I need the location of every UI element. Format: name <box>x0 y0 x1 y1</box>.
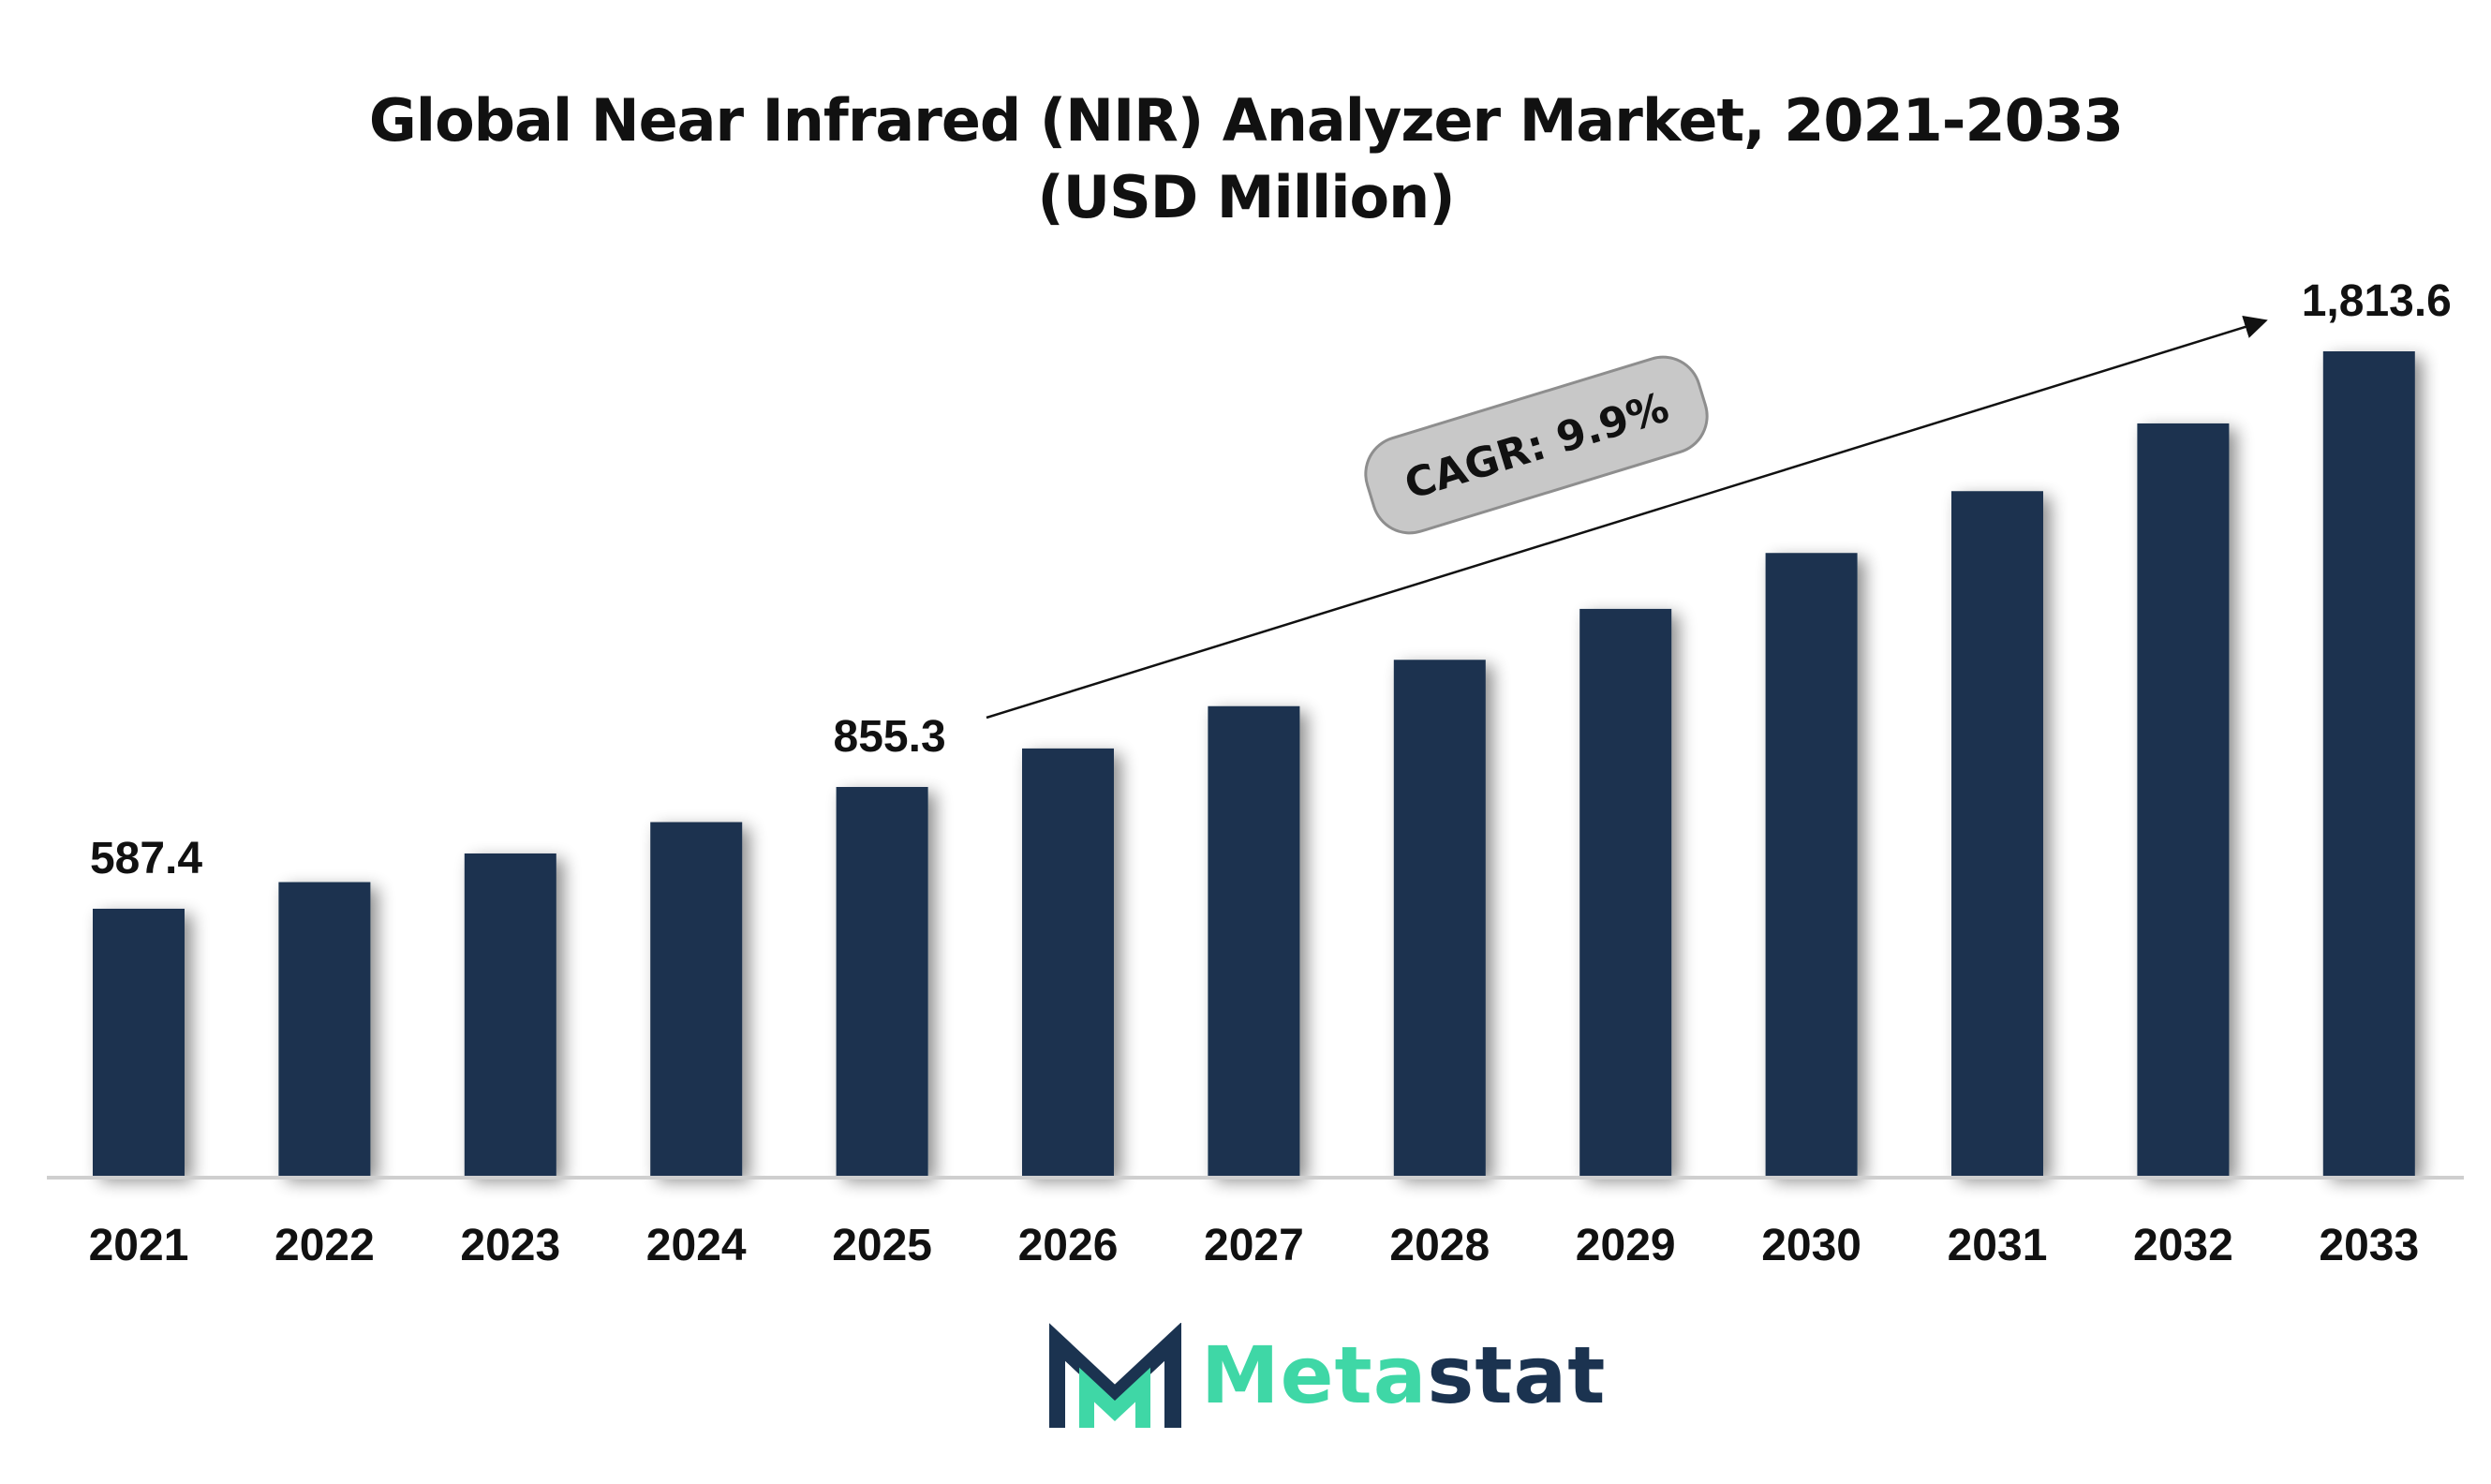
bar-2024 <box>650 822 743 1176</box>
bar-2025 <box>836 786 928 1176</box>
metastat-wordmark: Metastat <box>1201 1328 1606 1422</box>
bar-2026 <box>1022 748 1114 1176</box>
bar-2030 <box>1765 553 1858 1176</box>
wordmark-meta: Meta <box>1201 1329 1428 1421</box>
cagr-trend-arrow <box>986 315 2268 720</box>
x-tick-label: 2026 <box>1018 1221 1119 1270</box>
metastat-logo-icon <box>1049 1323 1181 1428</box>
bar-2033 <box>2322 351 2415 1176</box>
bar-2023 <box>464 853 556 1176</box>
x-tick-label: 2027 <box>1204 1221 1304 1270</box>
bar-2028 <box>1393 660 1486 1176</box>
x-tick-label: 2024 <box>646 1221 747 1270</box>
bar-2027 <box>1208 705 1300 1176</box>
x-tick-label: 2030 <box>1761 1221 1861 1270</box>
data-label-2021: 587.4 <box>90 834 202 883</box>
x-tick-label: 2022 <box>274 1221 375 1270</box>
data-label-2033: 1,813.6 <box>2302 276 2452 326</box>
x-tick-label: 2023 <box>460 1221 560 1270</box>
x-tick-label: 2033 <box>2319 1221 2419 1270</box>
x-tick-label: 2029 <box>1576 1221 1676 1270</box>
x-tick-label: 2025 <box>832 1221 932 1270</box>
bar-2031 <box>1951 491 2043 1176</box>
bar-2029 <box>1579 608 1672 1176</box>
cagr-badge: CAGR: 9.9% <box>1364 355 1709 535</box>
x-tick-label: 2028 <box>1389 1221 1490 1270</box>
chart-title: Global Near Infrared (NIR) Analyzer Mark… <box>368 86 2124 231</box>
x-tick-label: 2032 <box>2133 1221 2233 1270</box>
bar-chart: 2021 2022 2023 2024 2025 2026 2027 2028 2029 2030… <box>47 276 2464 1270</box>
x-tick-label: 2021 <box>89 1221 189 1270</box>
wordmark-stat: stat <box>1427 1329 1607 1421</box>
bar-2032 <box>2137 423 2230 1177</box>
bar-2022 <box>278 882 371 1176</box>
bar-2021 <box>93 908 185 1176</box>
x-tick-label: 2031 <box>1948 1221 2048 1270</box>
data-label-2025: 855.3 <box>834 712 946 762</box>
